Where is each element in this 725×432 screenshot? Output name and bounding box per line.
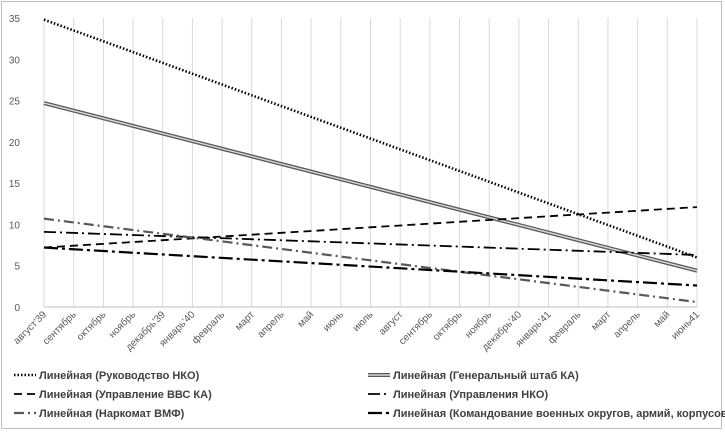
- x-tick-label: апрель: [256, 309, 287, 340]
- legend-item-2: Линейная (Генеральный штаб КА): [368, 370, 579, 382]
- series-line-3: [43, 206, 698, 249]
- y-tick-label: 35: [9, 14, 21, 25]
- y-tick-label: 15: [9, 179, 21, 190]
- x-tick-label: июль: [351, 309, 376, 334]
- legend-label: Линейная (Командование военных округов, …: [393, 408, 725, 420]
- trend-line: [43, 18, 698, 259]
- series-line-2: [43, 101, 698, 273]
- y-tick-label: 0: [14, 303, 20, 314]
- legend-label: Линейная (Руководство НКО): [39, 370, 200, 382]
- legend-item-4: Линейная (Управления НКО): [368, 389, 548, 401]
- legend-label: Линейная (Управление ВВС КА): [39, 389, 212, 401]
- y-axis-ticks: 0 5 10 15 20 25 30 35: [9, 14, 21, 314]
- y-tick-label: 30: [9, 55, 21, 66]
- trend-line: [43, 246, 698, 287]
- legend-item-6: Линейная (Командование военных округов, …: [368, 408, 725, 420]
- y-tick-label: 20: [9, 138, 21, 149]
- x-tick-label: май: [296, 309, 317, 330]
- x-tick-label: октябрь: [430, 309, 464, 343]
- trend-line: [43, 206, 698, 249]
- x-axis-ticks: август'39сентябрьоктябрьноябрьдекабрь'39…: [12, 308, 703, 353]
- series-line-5: [43, 217, 698, 304]
- x-tick-label: июнь41: [670, 309, 703, 342]
- x-tick-label: июнь: [321, 309, 346, 334]
- x-tick-label: август: [377, 309, 406, 338]
- x-tick-label: октябрь: [74, 309, 108, 343]
- trend-line: [43, 230, 698, 256]
- x-tick-label: май: [652, 309, 673, 330]
- legend-label: Линейная (Наркомат ВМФ): [39, 408, 185, 420]
- trend-line: [43, 217, 698, 304]
- legend: Линейная (Руководство НКО) Линейная (Гене…: [14, 370, 725, 420]
- x-tick-label: март: [233, 309, 257, 333]
- series-line-1: [43, 18, 698, 259]
- series-line-4: [43, 230, 698, 256]
- y-tick-label: 10: [9, 220, 21, 231]
- legend-item-1: Линейная (Руководство НКО): [14, 370, 200, 382]
- legend-label: Линейная (Генеральный штаб КА): [393, 370, 579, 382]
- y-tick-label: 25: [9, 97, 21, 108]
- x-tick-label: март: [589, 309, 613, 333]
- legend-label: Линейная (Управления НКО): [393, 389, 548, 401]
- grid-lines: [43, 18, 698, 308]
- legend-item-5: Линейная (Наркомат ВМФ): [14, 408, 185, 420]
- series-lines: [43, 18, 698, 304]
- trend-line: [43, 102, 698, 272]
- series-line-6: [43, 246, 698, 287]
- x-tick-label: февраль: [546, 309, 584, 347]
- x-tick-label: февраль: [190, 309, 228, 347]
- y-tick-label: 5: [14, 262, 20, 273]
- x-tick-label: апрель: [612, 309, 643, 340]
- legend-item-3: Линейная (Управление ВВС КА): [14, 389, 212, 401]
